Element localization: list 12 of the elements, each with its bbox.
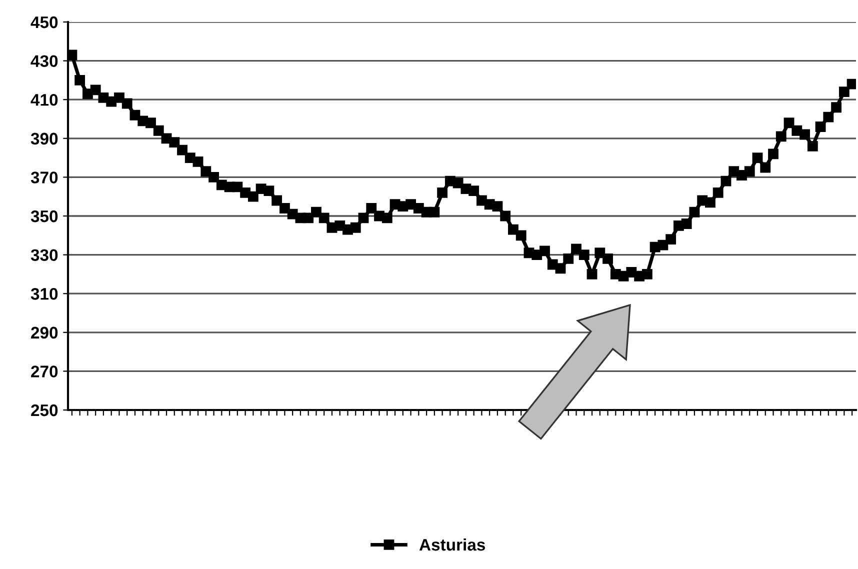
y-tick-label: 450 bbox=[30, 16, 58, 28]
y-tick-label: 330 bbox=[30, 249, 58, 262]
y-tick-label: 270 bbox=[31, 366, 58, 378]
y-tick-label: 290 bbox=[31, 326, 58, 339]
y-tick-label: 250 bbox=[31, 404, 58, 416]
y-tick-label: 410 bbox=[30, 94, 58, 106]
legend-label: Asturias bbox=[419, 538, 485, 551]
y-tick-label: 430 bbox=[30, 55, 58, 68]
y-tick-label: 390 bbox=[30, 132, 58, 145]
y-tick-label: 350 bbox=[30, 210, 58, 222]
y-tick-label: 310 bbox=[30, 288, 58, 300]
y-tick-label: 370 bbox=[30, 172, 58, 184]
